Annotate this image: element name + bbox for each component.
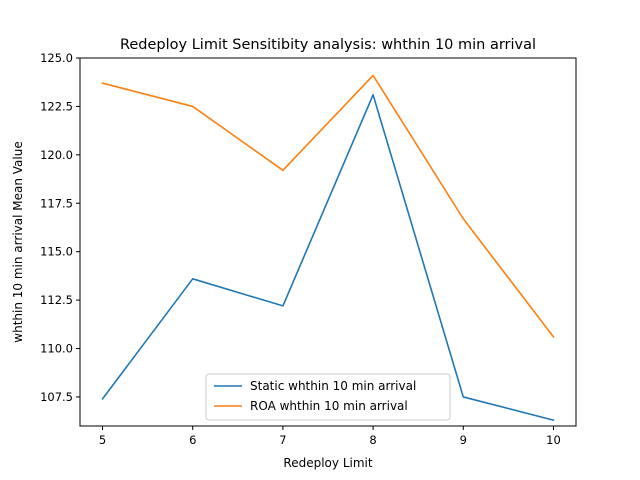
plot-lines xyxy=(101,74,555,422)
y-tick-label: 120.0 xyxy=(40,148,73,162)
plot-frame xyxy=(79,57,577,427)
y-tick-label: 115.0 xyxy=(40,245,73,259)
x-tick-label: 6 xyxy=(189,433,196,447)
legend: Static whthin 10 min arrival ROA whthin 1… xyxy=(205,373,451,421)
y-axis-label: whthin 10 min arrival Mean Value xyxy=(11,141,25,342)
x-tick-label: 8 xyxy=(369,433,376,447)
y-tick-label: 117.5 xyxy=(40,196,73,210)
legend-label: ROA whthin 10 min arrival xyxy=(250,399,408,413)
x-tick-label: 7 xyxy=(279,433,286,447)
y-tick-label: 125.0 xyxy=(40,51,73,65)
series-line-static xyxy=(101,94,555,422)
series-line-roa xyxy=(101,74,555,339)
x-axis-label: Redeploy Limit xyxy=(283,456,372,470)
legend-label: Static whthin 10 min arrival xyxy=(250,379,416,393)
x-tick-label: 5 xyxy=(99,433,106,447)
y-tick-label: 122.5 xyxy=(40,99,73,113)
y-tick-label: 107.5 xyxy=(40,390,73,404)
chart-title: Redeploy Limit Sensitibity analysis: wht… xyxy=(120,37,536,53)
x-axis: 5 6 7 8 9 10 xyxy=(99,426,561,447)
x-tick-label: 10 xyxy=(546,433,561,447)
legend-box xyxy=(205,373,451,421)
y-tick-label: 112.5 xyxy=(40,293,73,307)
y-axis: 107.5 110.0 112.5 115.0 117.5 120.0 122.5 125.0 xyxy=(40,51,80,404)
x-tick-label: 9 xyxy=(460,433,467,447)
y-tick-label: 110.0 xyxy=(40,342,73,356)
